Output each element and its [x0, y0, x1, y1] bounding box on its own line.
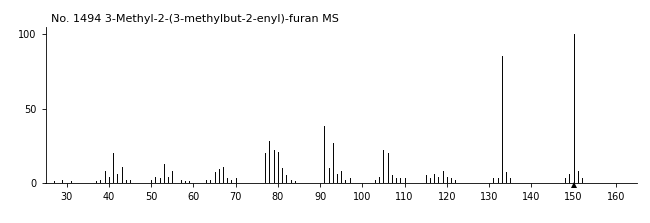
Text: No. 1494 3-Methyl-2-(3-methylbut-2-enyl)-furan MS: No. 1494 3-Methyl-2-(3-methylbut-2-enyl)…	[51, 14, 339, 24]
